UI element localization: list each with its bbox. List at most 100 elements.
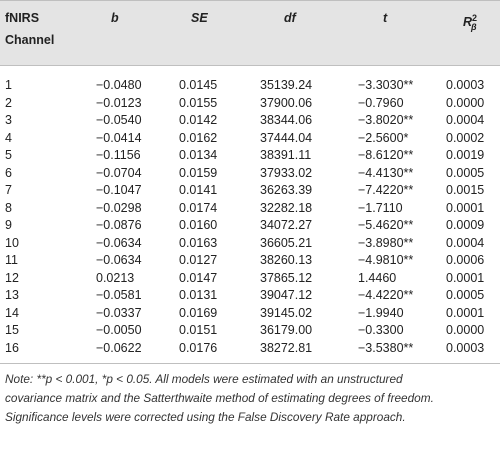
cell-r-squared: 0.0001: [446, 305, 485, 320]
table-header: fNIRS Channel b SE df t R2β: [0, 0, 500, 66]
bottom-rule: [0, 363, 500, 364]
cell-b: −0.0581: [96, 288, 142, 302]
cell-se: 0.0176: [179, 340, 218, 355]
cell-channel: 12: [5, 270, 19, 285]
cell-r-squared: 0.0004: [446, 113, 485, 127]
table-row: 1 −0.0480 0.0145 35139.24 −3.3030** 0.0003: [0, 77, 500, 95]
table-row: 14 −0.0337 0.0169 39145.02 −1.9940 0.0001: [0, 305, 500, 323]
cell-r-squared: 0.0005: [446, 288, 485, 302]
cell-t: −1.7110: [358, 200, 403, 215]
r-base: R: [463, 15, 473, 30]
cell-se: 0.0147: [179, 270, 218, 285]
results-table: fNIRS Channel b SE df t R2β 1 −0.0480 0.01…: [0, 0, 500, 424]
cell-t: −7.4220**: [358, 183, 414, 197]
cell-r-squared: 0.0002: [446, 130, 485, 145]
cell-t: −0.3300: [358, 323, 404, 337]
cell-channel: 8: [5, 200, 12, 215]
cell-t: −3.8020**: [358, 113, 414, 127]
cell-r-squared: 0.0015: [446, 183, 485, 197]
cell-t: −8.6120**: [358, 148, 414, 162]
header-df: df: [284, 11, 296, 25]
r-sub: β: [471, 21, 477, 32]
cell-b: −0.0480: [96, 78, 142, 92]
cell-channel: 2: [5, 95, 12, 110]
cell-channel: 14: [5, 305, 19, 320]
cell-se: 0.0155: [179, 95, 218, 110]
cell-df: 37865.12: [260, 270, 313, 285]
cell-b: −0.0298: [96, 200, 142, 215]
cell-se: 0.0151: [179, 323, 218, 337]
cell-r-squared: 0.0003: [446, 340, 485, 355]
cell-channel: 9: [5, 218, 12, 232]
cell-channel: 5: [5, 148, 12, 162]
cell-channel: 16: [5, 340, 19, 355]
cell-channel: 4: [5, 130, 12, 145]
cell-b: 0.0213: [96, 270, 135, 285]
cell-df: 39145.02: [260, 305, 313, 320]
cell-r-squared: 0.0000: [446, 323, 485, 337]
cell-channel: 15: [5, 323, 19, 337]
table-row: 15 −0.0050 0.0151 36179.00 −0.3300 0.0000: [0, 322, 500, 340]
table-body: 1 −0.0480 0.0145 35139.24 −3.3030** 0.0003 2 −0…: [0, 66, 500, 357]
cell-t: 1.4460: [358, 270, 397, 285]
header-channel-line2: Channel: [5, 33, 55, 47]
cell-df: 37900.06: [260, 95, 313, 110]
cell-t: −0.7960: [358, 95, 404, 110]
cell-se: 0.0127: [179, 253, 218, 267]
cell-df: 38272.81: [260, 340, 313, 355]
table-row: 7 −0.1047 0.0141 36263.39 −7.4220** 0.0015: [0, 182, 500, 200]
cell-channel: 7: [5, 183, 12, 197]
cell-t: −4.9810**: [358, 253, 414, 267]
table-row: 10 −0.0634 0.0163 36605.21 −3.8980** 0.0004: [0, 235, 500, 253]
cell-df: 36605.21: [260, 235, 313, 250]
cell-b: −0.1047: [96, 183, 142, 197]
cell-channel: 11: [5, 253, 18, 267]
cell-r-squared: 0.0019: [446, 148, 485, 162]
cell-channel: 1: [5, 78, 12, 92]
cell-se: 0.0174: [179, 200, 218, 215]
cell-df: 38391.11: [260, 148, 312, 162]
cell-b: −0.0540: [96, 113, 142, 127]
cell-se: 0.0169: [179, 305, 218, 320]
cell-t: −3.5380**: [358, 340, 414, 355]
cell-b: −0.0622: [96, 340, 142, 355]
table-row: 8 −0.0298 0.0174 32282.18 −1.7110 0.0001: [0, 200, 500, 218]
table-row: 2 −0.0123 0.0155 37900.06 −0.7960 0.0000: [0, 95, 500, 113]
table-row: 5 −0.1156 0.0134 38391.11 −8.6120** 0.0019: [0, 147, 500, 165]
header-t: t: [383, 11, 388, 25]
cell-t: −4.4220**: [358, 288, 414, 302]
table-row: 9 −0.0876 0.0160 34072.27 −5.4620** 0.0009: [0, 217, 500, 235]
cell-df: 34072.27: [260, 218, 313, 232]
table-row: 3 −0.0540 0.0142 38344.06 −3.8020** 0.0004: [0, 112, 500, 130]
cell-df: 36263.39: [260, 183, 313, 197]
cell-r-squared: 0.0006: [446, 253, 485, 267]
table-row: 12 0.0213 0.0147 37865.12 1.4460 0.0001: [0, 270, 500, 288]
cell-r-squared: 0.0000: [446, 95, 485, 110]
cell-df: 37444.04: [260, 130, 313, 145]
cell-se: 0.0141: [179, 183, 218, 197]
cell-se: 0.0163: [179, 235, 218, 250]
table-row: 6 −0.0704 0.0159 37933.02 −4.4130** 0.0005: [0, 165, 500, 183]
header-r-squared: R2β: [463, 7, 477, 38]
cell-df: 39047.12: [260, 288, 313, 302]
cell-t: −1.9940: [358, 305, 404, 320]
cell-b: −0.0050: [96, 323, 142, 337]
header-se: SE: [191, 11, 208, 25]
cell-se: 0.0159: [179, 165, 218, 180]
table-row: 16 −0.0622 0.0176 38272.81 −3.5380** 0.0003: [0, 340, 500, 358]
cell-t: −5.4620**: [358, 218, 414, 232]
header-channel-line1: fNIRS: [5, 11, 40, 25]
cell-df: 38260.13: [260, 253, 313, 267]
cell-r-squared: 0.0009: [446, 218, 485, 232]
r-squared-symbol: R2β: [463, 13, 477, 32]
cell-b: −0.1156: [96, 148, 141, 162]
table-row: 11 −0.0634 0.0127 38260.13 −4.9810** 0.0006: [0, 252, 500, 270]
cell-b: −0.0123: [96, 95, 142, 110]
table-row: 4 −0.0414 0.0162 37444.04 −2.5600* 0.0002: [0, 130, 500, 148]
cell-b: −0.0414: [96, 130, 142, 145]
table-row: 13 −0.0581 0.0131 39047.12 −4.4220** 0.0005: [0, 287, 500, 305]
cell-df: 35139.24: [260, 78, 313, 92]
note-line-1: Note: **p < 0.001, *p < 0.05. All models…: [5, 372, 403, 386]
cell-r-squared: 0.0001: [446, 270, 485, 285]
cell-se: 0.0134: [179, 148, 218, 162]
